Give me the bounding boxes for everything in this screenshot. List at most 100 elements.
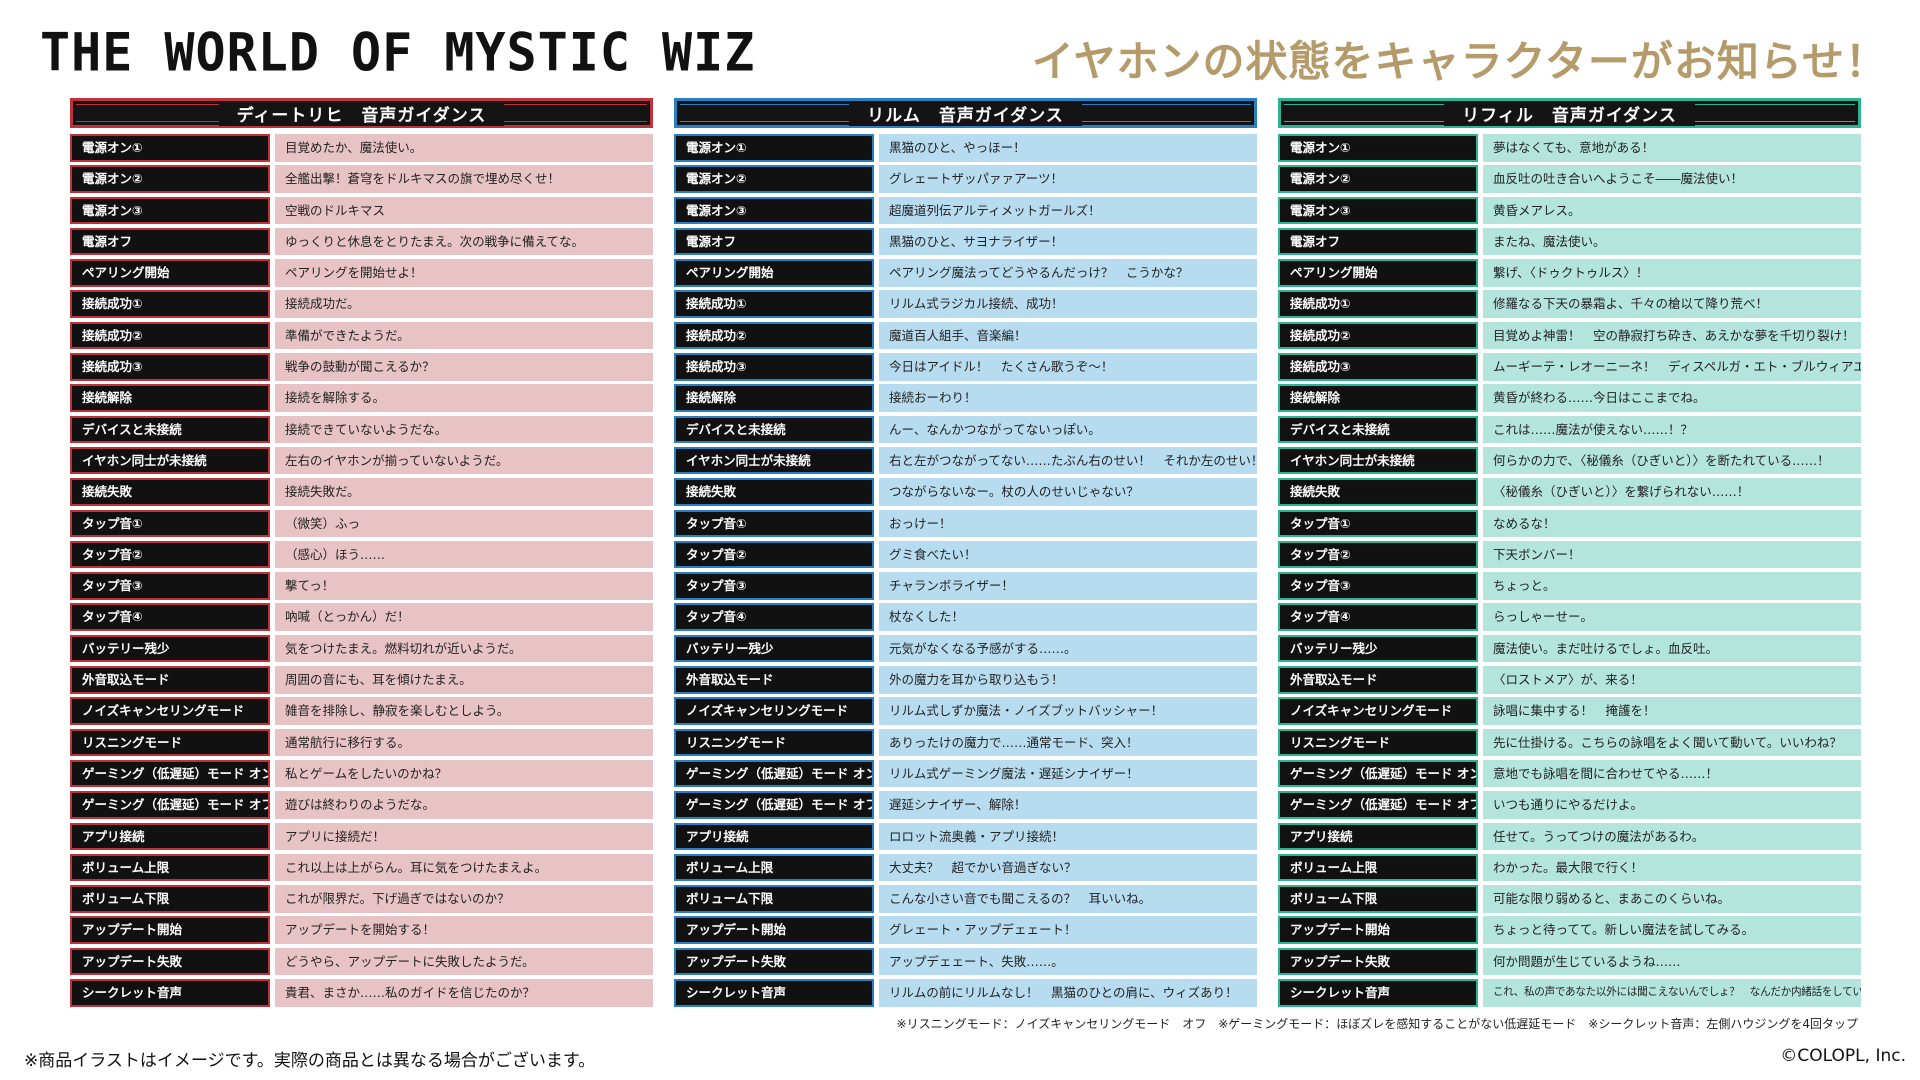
voice-line: 血反吐の吐き合いへようこそ――魔法使い！ bbox=[1483, 165, 1861, 193]
event-label: 接続解除 bbox=[1278, 384, 1478, 412]
panel-title: ディートリヒ 音声ガイダンス bbox=[218, 100, 505, 126]
guidance-row: アプリ接続 アプリに接続だ！ bbox=[70, 822, 653, 854]
guidance-row: ゲーミング（低遅延）モード オン 私とゲームをしたいのかね？ bbox=[70, 759, 653, 791]
guidance-row: ノイズキャンセリングモード 雑音を排除し、静寂を楽しむとしよう。 bbox=[70, 697, 653, 728]
guidance-row: 接続解除 接続を解除する。 bbox=[70, 384, 653, 415]
event-label: シークレット音声 bbox=[1278, 979, 1478, 1007]
event-label: デバイスと未接続 bbox=[1278, 415, 1478, 444]
guidance-row: タップ音③ チャランボライザー！ bbox=[674, 572, 1257, 603]
voice-line: おっけー！ bbox=[879, 509, 1257, 538]
voice-line: 下天ボンバー！ bbox=[1483, 540, 1861, 569]
voice-line: 黄昏メアレス。 bbox=[1483, 196, 1861, 225]
panel-header: リフィル 音声ガイダンス bbox=[1278, 98, 1861, 128]
event-label: 接続成功① bbox=[70, 290, 270, 318]
voice-line: これ以上は上がらん。耳に気をつけたまえよ。 bbox=[275, 853, 653, 882]
voice-line: ムーギーテ・レオーニーネ！ ディスペルガ・エト・ブルウィアエ・ルトゥムクエ！ bbox=[1483, 353, 1861, 381]
guidance-row: アップデート開始 グレェート・アップデェェート！ bbox=[674, 916, 1257, 947]
voice-line: 周囲の音にも、耳を傾けたまえ。 bbox=[275, 666, 653, 694]
voice-line: アップデェェート、失敗……。 bbox=[879, 947, 1257, 976]
event-label: タップ音② bbox=[1278, 540, 1478, 569]
voice-line: 気をつけたまえ。燃料切れが近いようだ。 bbox=[275, 634, 653, 663]
voice-line: （微笑）ふっ bbox=[275, 509, 653, 538]
guidance-row: 接続成功② 魔道百人組手、音楽編！ bbox=[674, 321, 1257, 353]
panel-rilm: リルム 音声ガイダンス 電源オン① 黒猫のひと、やっほー！ 電源オン② グレェートザッ… bbox=[674, 98, 1257, 1010]
voice-line: 遅延シナイザー、解除！ bbox=[879, 791, 1257, 819]
event-label: 接続成功② bbox=[70, 321, 270, 350]
voice-line: 遊びは終わりのようだな。 bbox=[275, 791, 653, 819]
guidance-row: ゲーミング（低遅延）モード オフ 遊びは終わりのようだな。 bbox=[70, 791, 653, 822]
event-label: タップ音② bbox=[70, 540, 270, 569]
guidance-row: ノイズキャンセリングモード 詠唱に集中する！ 掩護を！ bbox=[1278, 697, 1861, 728]
guidance-row: タップ音① （微笑）ふっ bbox=[70, 509, 653, 541]
event-label: ペアリング開始 bbox=[1278, 259, 1478, 287]
event-label: 接続成功① bbox=[1278, 290, 1478, 318]
voice-line: これは……魔法が使えない……！？ bbox=[1483, 415, 1861, 444]
disclaimer: ※商品イラストはイメージです。実際の商品とは異なる場合がございます。 bbox=[24, 1051, 596, 1071]
guidance-row: イヤホン同士が未接続 何らかの力で、〈秘儀糸（ひぎいと）〉を断たれている……！ bbox=[1278, 446, 1861, 478]
event-label: バッテリー残少 bbox=[70, 634, 270, 663]
guidance-row: 外音取込モード 〈ロストメア〉が、来る！ bbox=[1278, 666, 1861, 697]
event-label: アップデート失敗 bbox=[70, 947, 270, 976]
guidance-row: バッテリー残少 気をつけたまえ。燃料切れが近いようだ。 bbox=[70, 634, 653, 666]
event-label: ペアリング開始 bbox=[674, 259, 874, 287]
guidance-row: 接続成功③ 今日はアイドル！ たくさん歌うぞ～！ bbox=[674, 353, 1257, 384]
event-label: 接続解除 bbox=[70, 384, 270, 412]
guidance-row: リスニングモード 通常航行に移行する。 bbox=[70, 728, 653, 760]
guidance-row: ゲーミング（低遅延）モード オン リルム式ゲーミング魔法・遅延シナイザー！ bbox=[674, 759, 1257, 791]
guidance-row: バッテリー残少 魔法使い。まだ吐けるでしょ。血反吐。 bbox=[1278, 634, 1861, 666]
event-label: ペアリング開始 bbox=[70, 259, 270, 287]
voice-line: 繋げ、〈ドゥクトゥルス〉！ bbox=[1483, 259, 1861, 287]
event-label: 接続成功② bbox=[674, 321, 874, 350]
event-label: ボリューム下限 bbox=[70, 885, 270, 913]
event-label: 電源オン② bbox=[1278, 165, 1478, 193]
event-label: アップデート開始 bbox=[70, 916, 270, 944]
voice-line: 詠唱に集中する！ 掩護を！ bbox=[1483, 697, 1861, 725]
guidance-row: ゲーミング（低遅延）モード オン 意地でも詠唱を間に合わせてやる……！ bbox=[1278, 759, 1861, 791]
voice-line: グミ食べたい！ bbox=[879, 540, 1257, 569]
event-label: タップ音④ bbox=[674, 603, 874, 631]
voice-line: チャランボライザー！ bbox=[879, 572, 1257, 600]
event-label: リスニングモード bbox=[70, 728, 270, 757]
voice-line: ありったけの魔力で……通常モード、突入！ bbox=[879, 728, 1257, 757]
voice-line: 全艦出撃！蒼穹をドルキマスの旗で埋め尽くせ！ bbox=[275, 165, 653, 193]
guidance-row: ペアリング開始 ペアリング魔法ってどうやるんだっけ？ こうかな？ bbox=[674, 259, 1257, 290]
guidance-row: タップ音① おっけー！ bbox=[674, 509, 1257, 541]
event-label: ゲーミング（低遅延）モード オフ bbox=[70, 791, 270, 819]
voice-line: 先に仕掛ける。こちらの詠唱をよく聞いて動いて。いいわね？ bbox=[1483, 728, 1861, 757]
voice-line: 黄昏が終わる……今日はここまでね。 bbox=[1483, 384, 1861, 412]
event-label: 電源オン② bbox=[70, 165, 270, 193]
guidance-row: ボリューム上限 大丈夫？ 超でかい音過ぎない？ bbox=[674, 853, 1257, 885]
event-label: タップ音④ bbox=[1278, 603, 1478, 631]
guidance-row: 接続失敗 つながらないなー。杖の人のせいじゃない？ bbox=[674, 478, 1257, 509]
guidance-row: アップデート失敗 アップデェェート、失敗……。 bbox=[674, 947, 1257, 979]
voice-line: 杖なくした！ bbox=[879, 603, 1257, 631]
event-label: アプリ接続 bbox=[674, 822, 874, 851]
event-label: タップ音④ bbox=[70, 603, 270, 631]
voice-line: ロロット流奥義・アプリ接続！ bbox=[879, 822, 1257, 851]
event-label: シークレット音声 bbox=[674, 979, 874, 1007]
event-label: 電源オン③ bbox=[674, 196, 874, 225]
voice-line: これ、私の声であなた以外には聞こえないんでしょ？ なんだか内緒話をしているみたい… bbox=[1483, 979, 1861, 1007]
voice-line: 目覚めよ神雷！ 空の静寂打ち砕き、あえかな夢を千切り裂け！ bbox=[1483, 321, 1861, 350]
voice-line: 接続失敗だ。 bbox=[275, 478, 653, 506]
guidance-row: イヤホン同士が未接続 右と左がつながってない……たぶん右のせい！ それか左のせい！ bbox=[674, 446, 1257, 478]
event-label: 電源オン② bbox=[674, 165, 874, 193]
event-label: タップ音③ bbox=[674, 572, 874, 600]
guidance-list: 電源オン① 目覚めたか、魔法使い。 電源オン② 全艦出撃！蒼穹をドルキマスの旗で埋め尽… bbox=[70, 134, 653, 1010]
voice-line: またね、魔法使い。 bbox=[1483, 227, 1861, 256]
voice-line: ちょっと待ってて。新しい魔法を試してみる。 bbox=[1483, 916, 1861, 944]
event-label: バッテリー残少 bbox=[1278, 634, 1478, 663]
guidance-row: ペアリング開始 ペアリングを開始せよ！ bbox=[70, 259, 653, 290]
guidance-row: 電源オフ またね、魔法使い。 bbox=[1278, 227, 1861, 259]
event-label: ノイズキャンセリングモード bbox=[70, 697, 270, 725]
voice-line: つながらないなー。杖の人のせいじゃない？ bbox=[879, 478, 1257, 506]
headline: イヤホンの状態をキャラクターがお知らせ！ bbox=[1031, 37, 1888, 86]
voice-line: ペアリング魔法ってどうやるんだっけ？ こうかな？ bbox=[879, 259, 1257, 287]
event-label: タップ音② bbox=[674, 540, 874, 569]
voice-line: グレェートザッパァァアーツ！ bbox=[879, 165, 1257, 193]
guidance-row: 電源オン③ 黄昏メアレス。 bbox=[1278, 196, 1861, 228]
guidance-row: 電源オン① 目覚めたか、魔法使い。 bbox=[70, 134, 653, 165]
voice-line: 接続成功だ。 bbox=[275, 290, 653, 318]
event-label: イヤホン同士が未接続 bbox=[1278, 446, 1478, 475]
guidance-row: 電源オフ ゆっくりと休息をとりたまえ。次の戦争に備えてな。 bbox=[70, 227, 653, 259]
